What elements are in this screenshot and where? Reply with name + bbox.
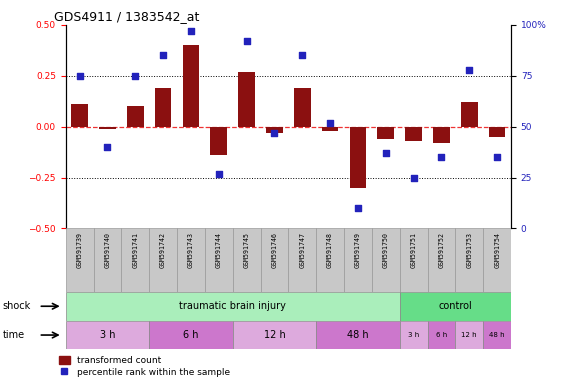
- Point: [409, 174, 418, 181]
- Point: [214, 170, 223, 177]
- Text: GSM591753: GSM591753: [467, 232, 472, 268]
- Bar: [149, 321, 233, 349]
- Bar: [66, 228, 94, 292]
- Point: [270, 130, 279, 136]
- Bar: [238, 72, 255, 127]
- Text: 48 h: 48 h: [347, 330, 369, 340]
- Point: [103, 144, 112, 150]
- Bar: [322, 127, 339, 131]
- Bar: [405, 127, 422, 141]
- Bar: [71, 104, 88, 127]
- Point: [75, 73, 84, 79]
- Bar: [127, 106, 144, 127]
- Text: GSM591741: GSM591741: [132, 232, 138, 268]
- Text: time: time: [3, 330, 25, 340]
- Bar: [233, 321, 316, 349]
- Bar: [428, 321, 456, 349]
- Bar: [400, 321, 428, 349]
- Text: GSM591751: GSM591751: [411, 232, 417, 268]
- Bar: [266, 127, 283, 133]
- Bar: [205, 228, 233, 292]
- Text: 12 h: 12 h: [461, 332, 477, 338]
- Point: [297, 52, 307, 58]
- Bar: [149, 228, 177, 292]
- Bar: [483, 228, 511, 292]
- Bar: [66, 292, 400, 321]
- Bar: [316, 228, 344, 292]
- Bar: [400, 292, 511, 321]
- Bar: [483, 321, 511, 349]
- Bar: [260, 228, 288, 292]
- Text: GSM591744: GSM591744: [216, 232, 222, 268]
- Text: 3 h: 3 h: [408, 332, 419, 338]
- Text: GSM591742: GSM591742: [160, 232, 166, 268]
- Text: GSM591750: GSM591750: [383, 232, 389, 268]
- Text: shock: shock: [3, 301, 31, 311]
- Text: GSM591747: GSM591747: [299, 232, 305, 268]
- Point: [159, 52, 168, 58]
- Text: GSM591746: GSM591746: [271, 232, 278, 268]
- Bar: [461, 102, 477, 127]
- Point: [437, 154, 446, 161]
- Text: control: control: [439, 301, 472, 311]
- Legend: transformed count, percentile rank within the sample: transformed count, percentile rank withi…: [59, 356, 230, 377]
- Bar: [344, 228, 372, 292]
- Text: GSM591743: GSM591743: [188, 232, 194, 268]
- Point: [242, 38, 251, 44]
- Bar: [294, 88, 311, 127]
- Bar: [233, 228, 260, 292]
- Bar: [66, 321, 149, 349]
- Point: [131, 73, 140, 79]
- Bar: [372, 228, 400, 292]
- Text: GDS4911 / 1383542_at: GDS4911 / 1383542_at: [54, 10, 200, 23]
- Bar: [316, 321, 400, 349]
- Text: GSM591740: GSM591740: [104, 232, 110, 268]
- Text: 48 h: 48 h: [489, 332, 505, 338]
- Text: 3 h: 3 h: [100, 330, 115, 340]
- Text: GSM591745: GSM591745: [244, 232, 250, 268]
- Text: traumatic brain injury: traumatic brain injury: [179, 301, 286, 311]
- Bar: [183, 45, 199, 127]
- Point: [381, 150, 391, 156]
- Bar: [489, 127, 505, 137]
- Point: [465, 67, 474, 73]
- Bar: [400, 228, 428, 292]
- Text: GSM591752: GSM591752: [439, 232, 444, 268]
- Point: [353, 205, 363, 211]
- Bar: [433, 127, 450, 143]
- Bar: [288, 228, 316, 292]
- Text: GSM591754: GSM591754: [494, 232, 500, 268]
- Text: GSM591748: GSM591748: [327, 232, 333, 268]
- Bar: [155, 88, 171, 127]
- Bar: [428, 228, 456, 292]
- Bar: [210, 127, 227, 155]
- Bar: [177, 228, 205, 292]
- Text: GSM591739: GSM591739: [77, 232, 83, 268]
- Bar: [377, 127, 394, 139]
- Bar: [94, 228, 122, 292]
- Bar: [122, 228, 149, 292]
- Text: 6 h: 6 h: [183, 330, 199, 340]
- Bar: [349, 127, 367, 188]
- Bar: [456, 321, 483, 349]
- Text: 6 h: 6 h: [436, 332, 447, 338]
- Point: [493, 154, 502, 161]
- Text: GSM591749: GSM591749: [355, 232, 361, 268]
- Bar: [456, 228, 483, 292]
- Point: [325, 119, 335, 126]
- Bar: [99, 127, 116, 129]
- Text: 12 h: 12 h: [264, 330, 286, 340]
- Point: [186, 28, 195, 34]
